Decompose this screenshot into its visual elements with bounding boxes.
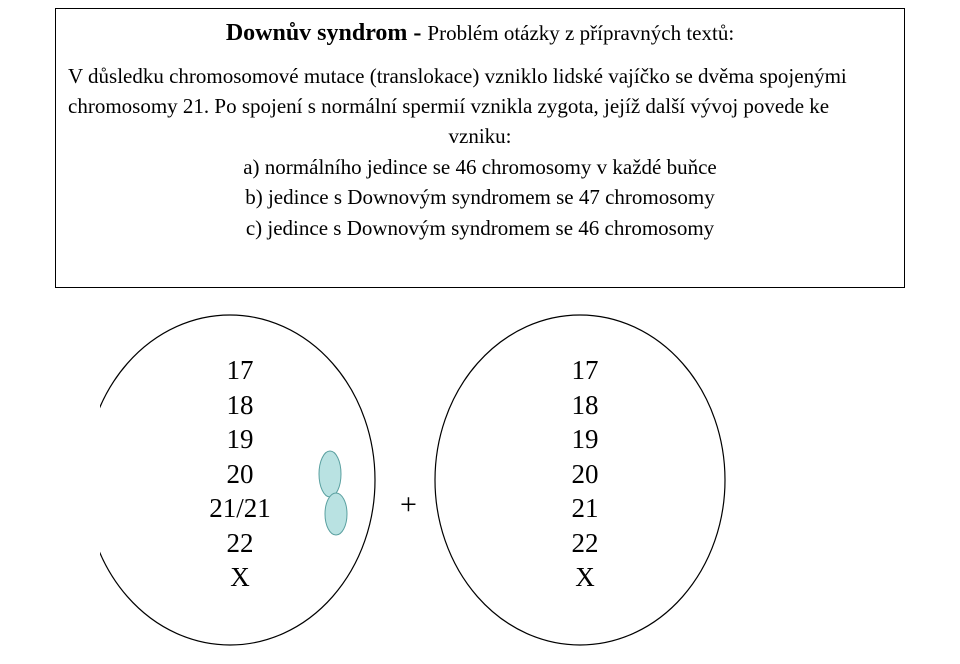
- body-line-1: V důsledku chromosomové mutace (translok…: [68, 62, 892, 90]
- plus-sign: +: [400, 488, 417, 522]
- translocated-chromosome-2: [325, 493, 347, 535]
- chromosome-label: 22: [195, 526, 285, 561]
- chromosome-label: 19: [555, 422, 615, 457]
- chromosome-label: 17: [555, 353, 615, 388]
- title-rest: Problém otázky z přípravných textů:: [427, 21, 734, 45]
- body-line-3: vzniku:: [68, 122, 892, 150]
- chromosome-label: X: [555, 560, 615, 595]
- options: a) normálního jedince se 46 chromosomy v…: [68, 153, 892, 242]
- chromosome-label: 17: [195, 353, 285, 388]
- chromosome-label: 18: [195, 388, 285, 423]
- chromosome-label: 21: [555, 491, 615, 526]
- translocated-chromosome-1: [319, 451, 341, 497]
- question-box: Downův syndrom - Problém otázky z přípra…: [55, 8, 905, 288]
- title-bold: Downův syndrom -: [226, 20, 428, 46]
- title-line: Downův syndrom - Problém otázky z přípra…: [68, 19, 892, 48]
- option-b: b) jedince s Downovým syndromem se 47 ch…: [68, 183, 892, 211]
- body-line-2: chromosomy 21. Po spojení s normální spe…: [68, 92, 892, 120]
- chromosome-label: 19: [195, 422, 285, 457]
- chromosome-label: 22: [555, 526, 615, 561]
- option-a: a) normálního jedince se 46 chromosomy v…: [68, 153, 892, 181]
- chromosome-label: 20: [555, 457, 615, 492]
- chromosome-label: 21/21: [195, 491, 285, 526]
- chromosome-label: 20: [195, 457, 285, 492]
- chromosome-label: 18: [555, 388, 615, 423]
- chromosome-label: X: [195, 560, 285, 595]
- sperm-cell-labels: 171819202122X: [555, 353, 615, 595]
- egg-cell-labels: 1718192021/2122X: [195, 353, 285, 595]
- option-c: c) jedince s Downovým syndromem se 46 ch…: [68, 214, 892, 242]
- page: Downův syndrom - Problém otázky z přípra…: [0, 0, 960, 664]
